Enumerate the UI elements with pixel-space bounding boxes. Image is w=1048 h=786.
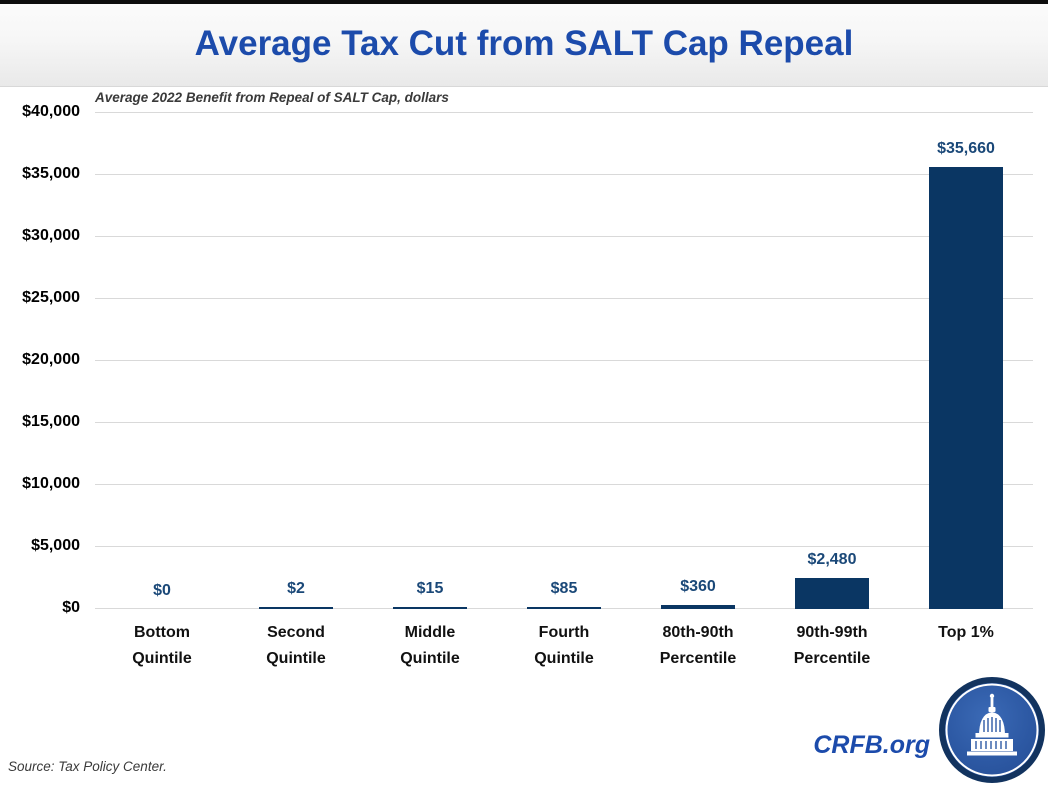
bar: [661, 605, 735, 609]
y-axis-tick-label: $30,000: [22, 227, 80, 244]
gridline: [95, 298, 1033, 299]
y-axis-tick-label: $40,000: [22, 103, 80, 120]
category-label-line: Quintile: [132, 650, 192, 667]
capitol-icon: [938, 676, 1046, 784]
chart-title: Average Tax Cut from SALT Cap Repeal: [194, 24, 854, 63]
category-label-line: 80th-90th: [662, 624, 734, 641]
bar-value-label: $85: [550, 580, 578, 597]
bar: [259, 607, 333, 609]
bar-value-label: $15: [416, 580, 444, 597]
category-label-line: Middle: [404, 624, 456, 641]
brand-link: CRFB.org: [813, 731, 930, 759]
y-axis-tick-label: $35,000: [22, 165, 80, 182]
category-label-line: Bottom: [134, 624, 190, 641]
bar: [527, 607, 601, 609]
category-label-line: Quintile: [266, 650, 326, 667]
bar-value-label: $2: [287, 580, 305, 597]
category-label-line: Percentile: [659, 650, 737, 667]
y-axis-tick-label: $10,000: [22, 475, 80, 492]
gridline: [95, 422, 1033, 423]
y-axis-tick-label: $25,000: [22, 289, 80, 306]
bar-value-label: $360: [680, 578, 716, 595]
bar: [795, 578, 869, 609]
category-label: Middle Quintile: [364, 620, 497, 672]
bar-value-label: $0: [153, 582, 171, 599]
gridline: [95, 360, 1033, 361]
y-axis-tick-label: $15,000: [22, 413, 80, 430]
category-label: 80th-90th Percentile: [632, 620, 765, 672]
top-border-bar: [0, 0, 1048, 4]
gridline: [95, 174, 1033, 175]
y-axis-tick-label: $5,000: [31, 537, 80, 554]
chart-header: Average Tax Cut from SALT Cap Repeal: [0, 4, 1048, 87]
category-label-line: Top 1%: [938, 624, 994, 641]
gridline: [95, 112, 1033, 113]
category-label: Second Quintile: [230, 620, 363, 672]
category-label: Fourth Quintile: [498, 620, 631, 672]
chart-subtitle: Average 2022 Benefit from Repeal of SALT…: [95, 90, 449, 105]
category-label-line: Quintile: [400, 650, 460, 667]
source-note: Source: Tax Policy Center.: [8, 759, 167, 774]
category-label-line: Fourth: [538, 624, 590, 641]
category-label-line: 90th-99th: [796, 624, 868, 641]
gridline: [95, 484, 1033, 485]
category-label: Top 1%: [900, 620, 1033, 646]
category-label-line: Quintile: [534, 650, 594, 667]
gridline: [95, 236, 1033, 237]
category-label-line: Percentile: [793, 650, 871, 667]
bar-value-label: $35,660: [937, 140, 995, 157]
category-label-line: Second: [267, 624, 325, 641]
bar-value-label: $2,480: [807, 551, 857, 568]
y-axis-tick-label: $20,000: [22, 351, 80, 368]
bar: [929, 167, 1003, 609]
y-axis-tick-label: $0: [62, 599, 80, 616]
bar: [393, 607, 467, 609]
gridline: [95, 546, 1033, 547]
category-label: Bottom Quintile: [96, 620, 229, 672]
category-label: 90th-99th Percentile: [766, 620, 899, 672]
